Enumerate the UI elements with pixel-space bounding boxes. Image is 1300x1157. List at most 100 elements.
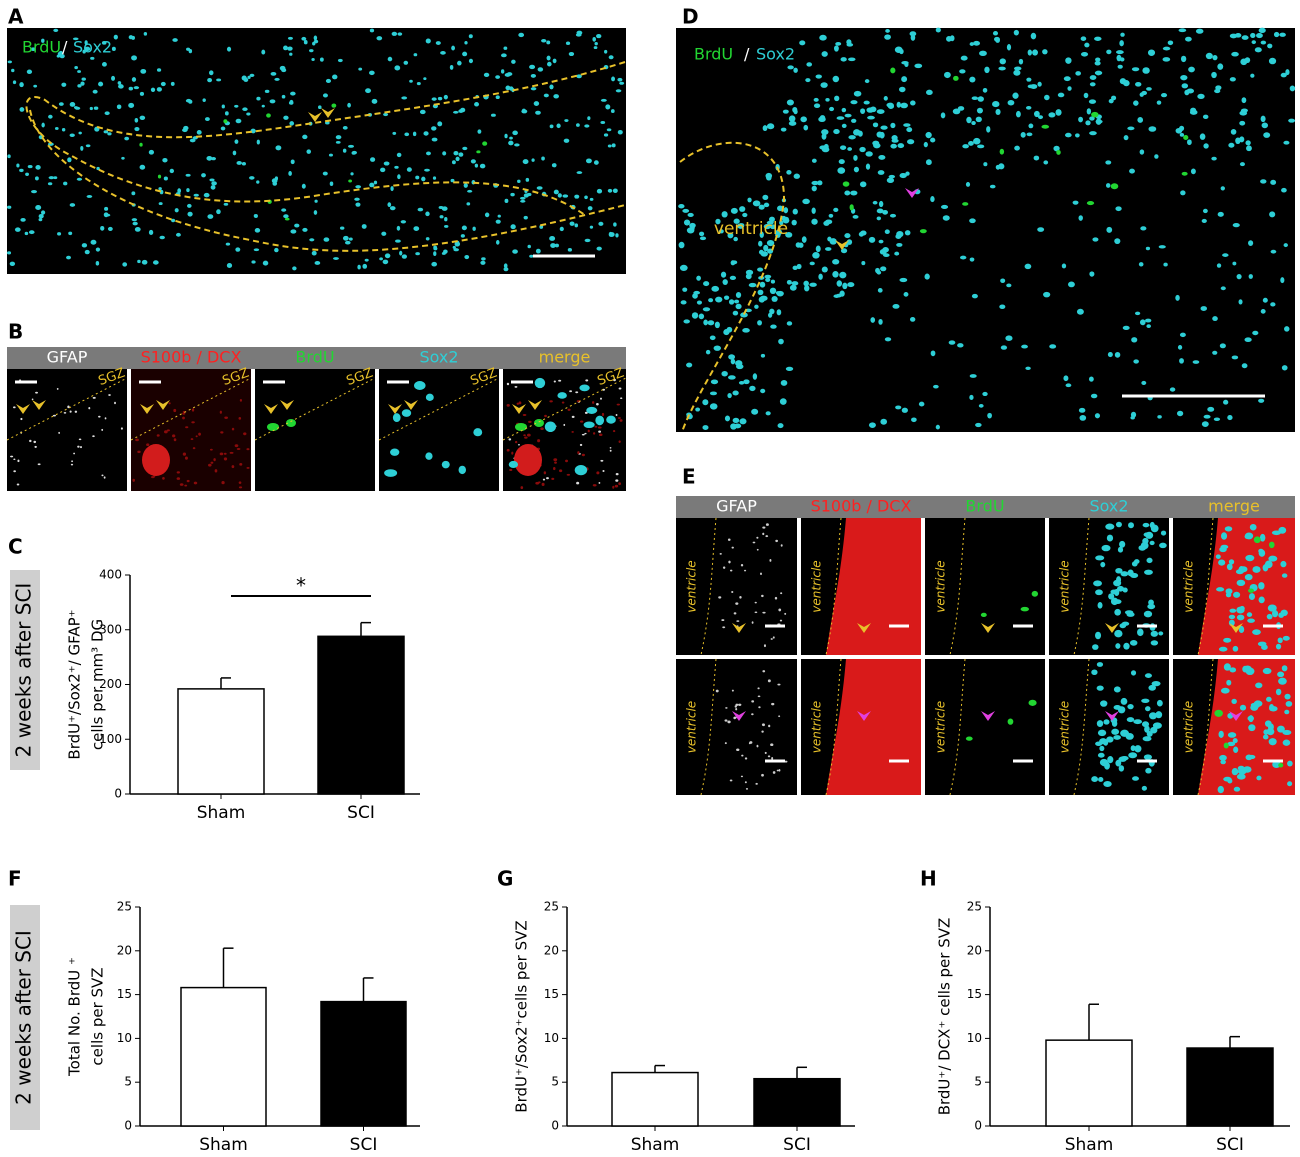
cell xyxy=(1043,291,1051,298)
cell xyxy=(139,142,143,147)
cell xyxy=(518,32,525,38)
cell xyxy=(150,87,156,92)
cell xyxy=(759,281,766,288)
cell xyxy=(1246,612,1253,617)
cell xyxy=(730,358,736,365)
cell xyxy=(267,423,279,431)
cell xyxy=(833,207,839,213)
cell xyxy=(1037,81,1042,87)
cell xyxy=(749,741,753,744)
cell xyxy=(752,541,756,544)
cell xyxy=(1130,416,1135,420)
cell xyxy=(930,137,936,143)
stained-region xyxy=(826,518,921,655)
cell xyxy=(92,89,98,94)
cell xyxy=(1095,118,1102,125)
cell xyxy=(709,391,717,396)
cell xyxy=(1260,40,1267,45)
cell xyxy=(266,113,271,118)
cell xyxy=(788,120,797,126)
cell xyxy=(1231,51,1239,57)
cell xyxy=(174,208,179,213)
cell xyxy=(120,427,123,430)
x-tick-label: Sham xyxy=(1065,1135,1114,1155)
cell xyxy=(1127,704,1134,710)
cell xyxy=(757,695,761,698)
cell xyxy=(1076,308,1084,315)
cell xyxy=(770,279,776,284)
cell xyxy=(571,431,574,433)
cell xyxy=(1147,49,1156,56)
cell xyxy=(1247,754,1256,760)
cell xyxy=(206,155,213,161)
cell xyxy=(511,451,514,455)
y-tick-label: 0 xyxy=(974,1119,982,1133)
cell xyxy=(952,108,961,115)
cell xyxy=(406,167,412,172)
cell xyxy=(724,719,728,722)
cell xyxy=(33,440,37,444)
cell xyxy=(825,97,830,102)
cell xyxy=(1213,417,1221,421)
panel-letter: A xyxy=(8,5,24,29)
cell xyxy=(1255,682,1263,689)
cell xyxy=(311,58,315,61)
cell xyxy=(971,96,979,100)
cell xyxy=(1176,410,1184,417)
cell xyxy=(509,468,513,471)
cell xyxy=(193,481,198,485)
cell xyxy=(600,459,604,462)
cell xyxy=(1021,344,1028,349)
cell xyxy=(903,292,909,297)
cell xyxy=(525,177,530,182)
cell xyxy=(476,150,481,154)
cell xyxy=(1236,773,1246,780)
cell xyxy=(859,181,867,188)
cell xyxy=(758,296,765,303)
cell xyxy=(85,144,91,148)
cell xyxy=(1223,399,1229,405)
y-tick-label: 20 xyxy=(967,943,982,957)
cell xyxy=(800,116,807,123)
cell xyxy=(608,231,613,237)
cell xyxy=(179,483,184,486)
cell xyxy=(745,788,749,790)
cell xyxy=(234,104,239,108)
bar xyxy=(753,1077,841,1127)
cell xyxy=(1020,606,1029,612)
cell xyxy=(211,181,217,186)
cell xyxy=(30,47,36,52)
cell xyxy=(1244,337,1252,343)
cell xyxy=(748,282,757,288)
header-bar xyxy=(7,347,626,369)
cell xyxy=(458,152,464,157)
cell xyxy=(84,46,91,52)
cell xyxy=(617,77,623,82)
cell xyxy=(1156,100,1162,105)
cell xyxy=(1223,663,1231,671)
cell xyxy=(1105,183,1111,188)
cell xyxy=(751,621,754,624)
cell xyxy=(1080,36,1087,41)
cell xyxy=(556,123,561,129)
cell xyxy=(185,426,189,429)
cell xyxy=(559,226,564,232)
cell xyxy=(1133,100,1139,106)
cell xyxy=(1188,66,1195,73)
cell xyxy=(618,387,622,390)
cell xyxy=(715,218,721,225)
cell xyxy=(885,29,890,33)
cell xyxy=(80,81,85,86)
cell xyxy=(1117,64,1123,69)
cell xyxy=(587,206,593,211)
cell xyxy=(844,190,851,196)
y-tick-label: 5 xyxy=(551,1075,559,1089)
cell xyxy=(757,289,764,296)
cell xyxy=(413,226,420,231)
cell xyxy=(1211,156,1217,161)
cell xyxy=(1092,644,1099,650)
cell xyxy=(895,405,902,410)
cell xyxy=(724,415,731,422)
cell xyxy=(543,471,547,475)
cell xyxy=(1013,69,1021,76)
